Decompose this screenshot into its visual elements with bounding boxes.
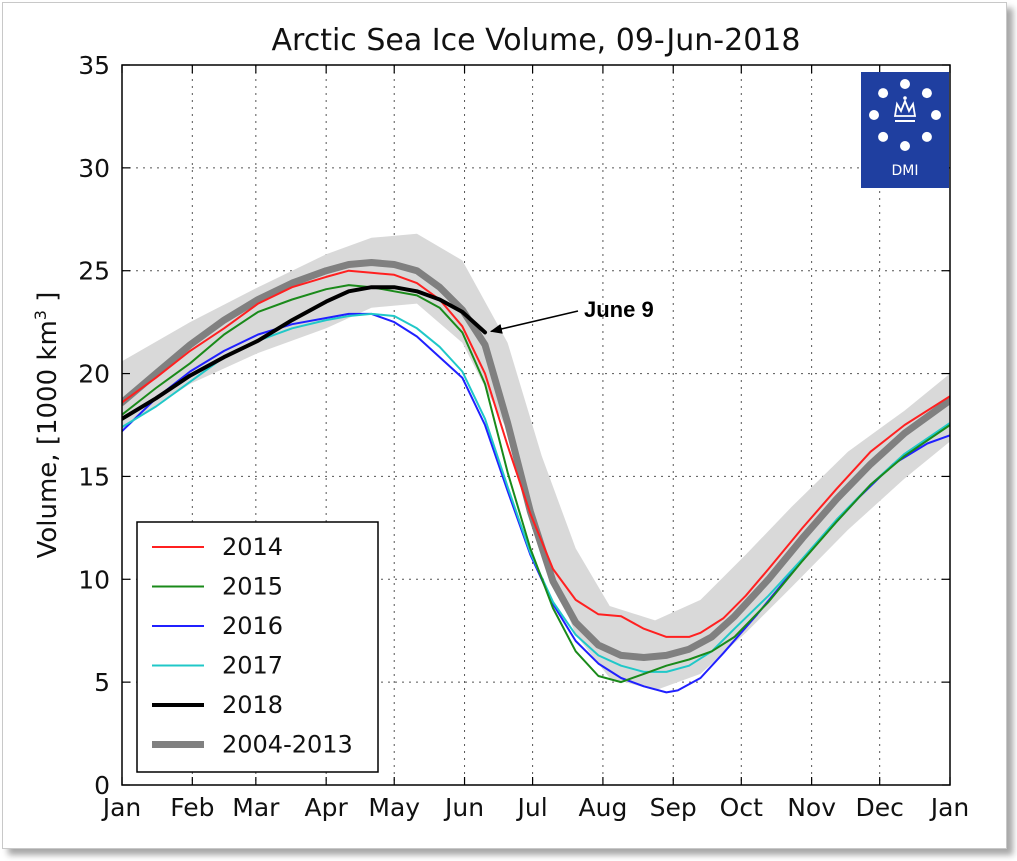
legend-label-2014: 2014: [222, 533, 283, 561]
legend-label-2017: 2017: [222, 652, 283, 680]
legend: 2014 2015 2016 2017 2018 2004-2013: [136, 521, 379, 773]
x-tick-label-3: Apr: [305, 793, 349, 822]
y-axis-label-tail: ]: [33, 292, 63, 310]
logo-dot-0: [900, 79, 910, 89]
dmi-logo-dots: [869, 79, 941, 151]
logo-dot-6: [869, 110, 879, 120]
series-line-2015: [122, 284, 950, 684]
x-tick-label-1: Feb: [170, 793, 214, 822]
x-tick-label-7: Aug: [579, 793, 628, 822]
climatology-band: [122, 233, 950, 691]
x-tick-label-5: Jun: [443, 793, 484, 822]
y-axis-label: Volume, [1000 km3 ]: [31, 292, 63, 559]
y-tick-label-4: 20: [78, 360, 110, 389]
y-tick-label-0: 0: [94, 771, 110, 800]
y-tick-label-5: 25: [78, 257, 110, 286]
y-tick-labels: 0 5 10 15 20 25 30 35: [78, 51, 110, 800]
legend-label-2018: 2018: [222, 691, 283, 719]
y-tick-label-7: 35: [78, 51, 110, 80]
series-layer: [122, 259, 950, 694]
series-line-2018: [122, 285, 487, 421]
crown-icon: [893, 96, 917, 122]
dmi-logo: DMI: [861, 72, 949, 188]
plot-area-border: [121, 64, 951, 786]
y-tick-label-1: 5: [94, 668, 110, 697]
logo-dot-7: [878, 88, 889, 99]
legend-box: [136, 521, 379, 773]
x-tick-label-6: Jul: [516, 793, 548, 822]
june9-annotation: June 9: [489, 297, 654, 334]
chart-title: Arctic Sea Ice Volume, 09-Jun-2018: [272, 23, 801, 58]
x-tick-label-11: Dec: [855, 793, 903, 822]
annotation-arrow: [489, 310, 579, 334]
x-tick-label-4: May: [368, 793, 420, 822]
series-line-2014: [122, 269, 950, 638]
logo-dot-1: [921, 88, 932, 99]
x-tick-label-10: Nov: [787, 793, 836, 822]
dmi-logo-text: DMI: [892, 163, 919, 179]
legend-label-2015: 2015: [222, 573, 283, 601]
logo-dot-5: [878, 131, 889, 142]
y-tick-label-3: 15: [78, 462, 110, 491]
x-tick-label-12: Jan: [929, 793, 970, 822]
x-tick-labels: Jan Feb Mar Apr May Jun Jul Aug Sep Oct Nov Dec Jan: [101, 793, 970, 822]
logo-dot-3: [921, 131, 932, 142]
x-tick-label-8: Sep: [650, 793, 697, 822]
y-tick-label-6: 30: [78, 154, 110, 183]
dmi-logo-background: [861, 72, 949, 188]
legend-label-2004-2013: 2004-2013: [222, 731, 353, 759]
legend-label-2016: 2016: [222, 612, 283, 640]
logo-dot-4: [900, 141, 910, 151]
logo-dot-2: [931, 110, 941, 120]
series-line-2017: [122, 312, 950, 673]
y-axis-label-superscript: 3: [31, 310, 50, 320]
annotation-text: June 9: [584, 297, 654, 322]
x-tick-label-9: Oct: [720, 793, 763, 822]
y-axis-label-main: Volume, [1000 km: [33, 320, 63, 558]
y-tick-label-2: 10: [78, 565, 110, 594]
band-layer: [122, 233, 950, 691]
x-tick-label-0: Jan: [101, 793, 142, 822]
x-tick-label-2: Mar: [232, 793, 280, 822]
ticks: [121, 64, 951, 786]
